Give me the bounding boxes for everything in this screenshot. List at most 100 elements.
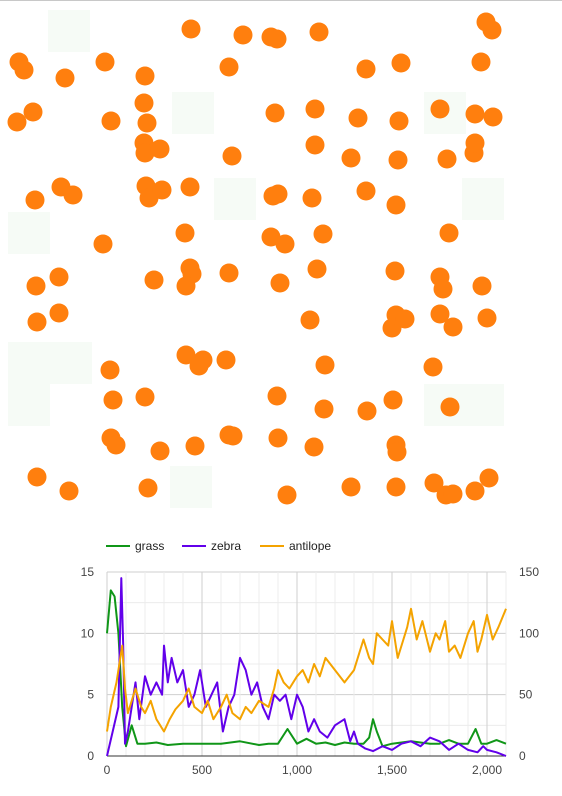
agent-dot <box>49 303 69 323</box>
agent-dot <box>424 473 444 493</box>
agent-dot <box>180 177 200 197</box>
agent-dot <box>189 356 209 376</box>
agent-dot <box>433 279 453 299</box>
agent-dot <box>63 185 83 205</box>
agent-dot <box>134 93 154 113</box>
agent-dot <box>300 310 320 330</box>
agent-dot <box>386 195 406 215</box>
agent-dot <box>135 66 155 86</box>
y-left-tick-label: 5 <box>87 688 94 702</box>
x-tick-label: 0 <box>104 763 111 777</box>
agent-dot <box>101 111 121 131</box>
grass-patch <box>8 212 50 254</box>
agent-dot <box>356 59 376 79</box>
agent-dot <box>302 188 322 208</box>
agent-dot <box>305 135 325 155</box>
agent-dot <box>383 390 403 410</box>
agent-dot <box>315 355 335 375</box>
legend-label-zebra: zebra <box>211 539 241 553</box>
series-line-antilope <box>106 607 507 733</box>
agent-dot <box>313 224 333 244</box>
legend-item-grass[interactable]: grass <box>106 539 164 553</box>
agent-dot <box>106 435 126 455</box>
agent-dot <box>472 276 492 296</box>
agent-dot <box>267 29 287 49</box>
agent-dot <box>277 485 297 505</box>
agent-dot <box>477 308 497 328</box>
y-right-tick-label: 50 <box>519 688 533 702</box>
agent-dot <box>430 304 450 324</box>
x-tick-label: 500 <box>192 763 212 777</box>
y-right-tick-label: 150 <box>519 565 539 579</box>
simulation-field <box>7 10 504 508</box>
top-divider <box>0 0 562 1</box>
agent-dot <box>93 234 113 254</box>
agent-dot <box>233 25 253 45</box>
agent-dot <box>391 53 411 73</box>
agent-dot <box>59 481 79 501</box>
legend-item-zebra[interactable]: zebra <box>182 539 241 553</box>
agent-dot <box>356 181 376 201</box>
agent-dot <box>100 360 120 380</box>
agent-dot <box>7 112 27 132</box>
agent-dot <box>150 139 170 159</box>
agent-dot <box>103 390 123 410</box>
agent-dot <box>423 357 443 377</box>
grass-patch <box>462 384 504 426</box>
agent-dot <box>341 477 361 497</box>
agent-dot <box>443 317 463 337</box>
x-tick-label: 1,000 <box>282 763 312 777</box>
agent-dot <box>261 227 281 247</box>
agent-dot <box>95 52 115 72</box>
agent-dot <box>268 184 288 204</box>
agent-dot <box>430 99 450 119</box>
agent-dot <box>388 150 408 170</box>
grass-patch <box>48 10 90 52</box>
agent-dot <box>389 111 409 131</box>
agent-dot <box>304 437 324 457</box>
grass-patches <box>8 10 504 508</box>
agents <box>7 12 503 505</box>
agent-dot <box>479 468 499 488</box>
agent-dot <box>305 99 325 119</box>
agent-dot <box>27 467 47 487</box>
agent-dot <box>219 263 239 283</box>
agent-dot <box>465 481 485 501</box>
agent-dot <box>314 399 334 419</box>
agent-dot <box>185 436 205 456</box>
agent-dot <box>137 113 157 133</box>
agent-dot <box>150 441 170 461</box>
grass-patch <box>172 92 214 134</box>
grass-patch <box>50 342 92 384</box>
grass-patch <box>462 178 504 220</box>
agent-dot <box>439 223 459 243</box>
agent-dot <box>49 267 69 287</box>
legend-item-antilope[interactable]: antilope <box>260 539 331 553</box>
agent-dot <box>270 273 290 293</box>
agent-dot <box>395 309 415 329</box>
legend-label-antilope: antilope <box>289 539 331 553</box>
agent-dot <box>471 52 491 72</box>
series-line-zebra <box>106 577 507 757</box>
agent-dot <box>268 428 288 448</box>
agent-dot <box>181 19 201 39</box>
agent-dot <box>55 68 75 88</box>
agent-dot <box>267 386 287 406</box>
agent-dot <box>483 107 503 127</box>
grass-patch <box>8 384 50 426</box>
agent-dot <box>348 108 368 128</box>
agent-dot <box>223 426 243 446</box>
agent-dot <box>14 60 34 80</box>
agent-dot <box>152 180 172 200</box>
grass-patch <box>214 178 256 220</box>
agent-dot <box>138 478 158 498</box>
agent-dot <box>26 276 46 296</box>
agent-dot <box>357 401 377 421</box>
agent-dot <box>265 103 285 123</box>
agent-dot <box>341 148 361 168</box>
chart-series <box>106 577 507 757</box>
agent-dot <box>144 270 164 290</box>
y-left-tick-label: 10 <box>81 626 95 640</box>
agent-dot <box>25 190 45 210</box>
